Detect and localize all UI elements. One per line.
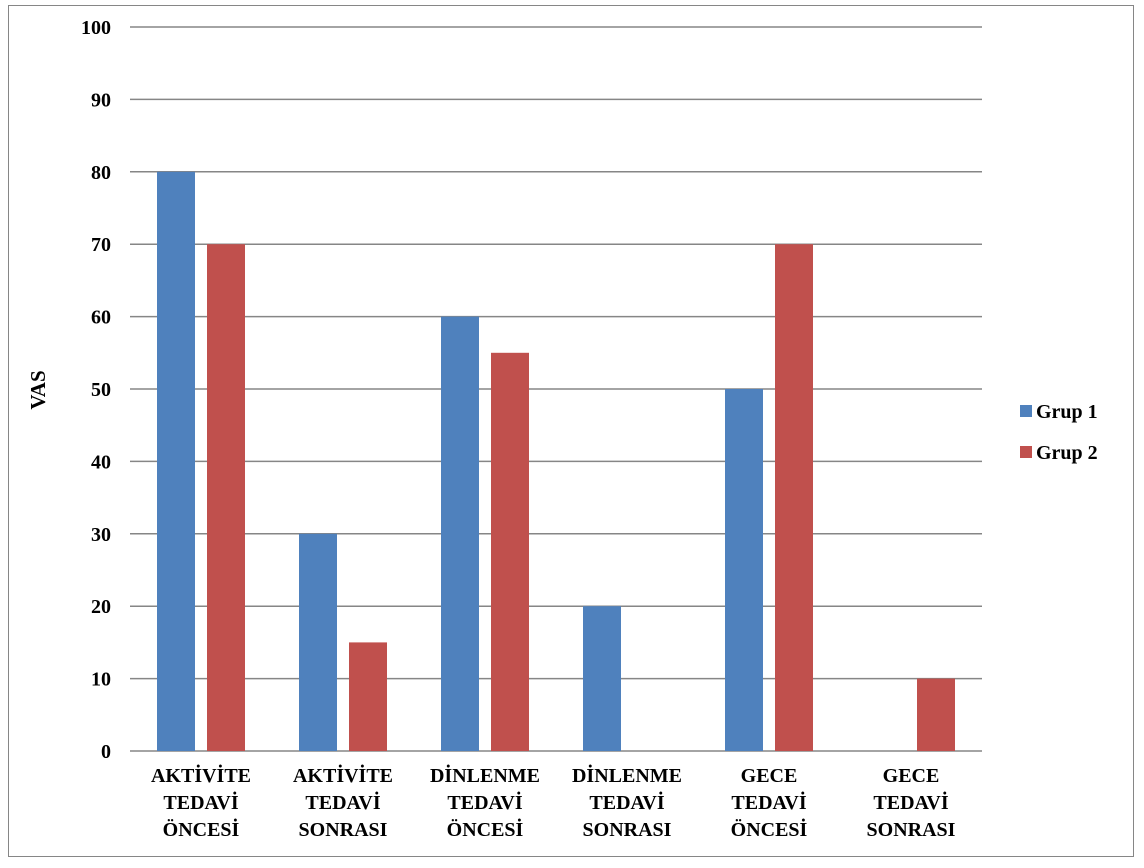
y-tick-label: 10 <box>91 669 111 691</box>
y-tick-label: 90 <box>91 89 111 111</box>
y-tick-label: 50 <box>91 379 111 401</box>
y-axis-title: VAS <box>26 370 50 409</box>
y-tick-label: 70 <box>91 234 111 256</box>
x-tick-label: AKTİVİTE TEDAVİ SONRASI <box>293 763 393 841</box>
legend-label: Grup 1 <box>1036 401 1098 423</box>
y-tick-label: 80 <box>91 162 111 184</box>
legend: Grup 1 Grup 2 <box>1020 401 1098 464</box>
bar <box>583 606 621 751</box>
legend-swatch <box>1020 405 1032 417</box>
bar <box>349 642 387 751</box>
bar <box>491 352 529 751</box>
x-tick-label: AKTİVİTE TEDAVİ ÖNCESİ <box>151 763 251 841</box>
bar <box>917 678 955 751</box>
y-tick-labels: 0 10 20 30 40 50 60 70 80 90 100 <box>81 17 111 763</box>
y-tick-label: 20 <box>91 596 111 618</box>
legend-label: Grup 2 <box>1036 442 1098 464</box>
x-tick-label: DİNLENME TEDAVİ SONRASI <box>572 763 682 841</box>
y-tick-label: 30 <box>91 524 111 546</box>
bars <box>157 171 955 752</box>
bar <box>299 533 337 751</box>
bar <box>775 244 813 751</box>
x-tick-label: GECE TEDAVİ SONRASI <box>867 765 956 841</box>
legend-swatch <box>1020 446 1032 458</box>
y-tick-label: 100 <box>81 17 111 39</box>
y-tick-label: 0 <box>101 741 111 763</box>
bar <box>157 171 195 752</box>
gridlines <box>130 26 982 752</box>
bar <box>441 316 479 751</box>
y-tick-label: 40 <box>91 451 111 473</box>
x-category-labels: AKTİVİTE TEDAVİ ÖNCESİ AKTİVİTE TEDAVİ SONRAS… <box>151 763 956 841</box>
bar <box>207 244 245 751</box>
x-tick-label: GECE TEDAVİ ÖNCESİ <box>731 765 808 841</box>
y-tick-label: 60 <box>91 307 111 329</box>
x-tick-label: DİNLENME TEDAVİ ÖNCESİ <box>430 763 540 841</box>
bar <box>725 389 763 751</box>
